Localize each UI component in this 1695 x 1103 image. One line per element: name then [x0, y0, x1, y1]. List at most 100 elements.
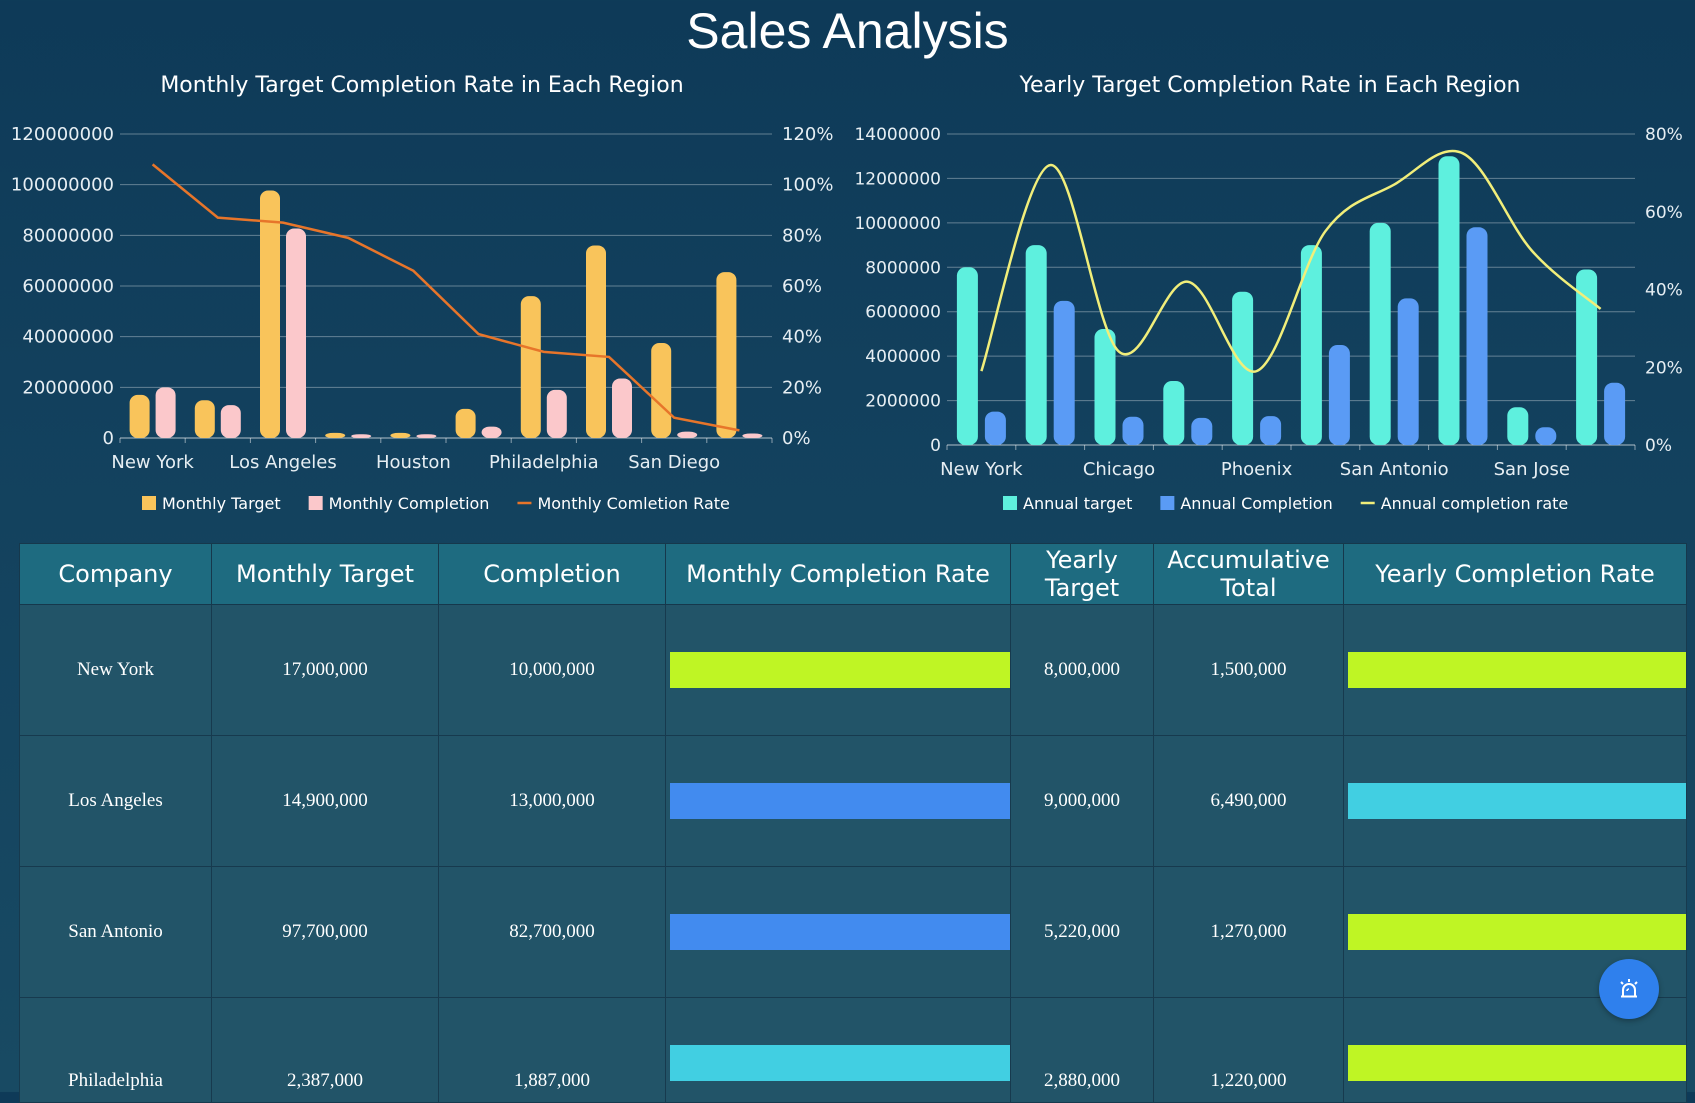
bar-monthly-completion	[481, 426, 502, 438]
y-right-tick-label: 60%	[1645, 203, 1683, 223]
chart-title: Yearly Target Completion Rate in Each Re…	[1019, 73, 1521, 98]
cell-accumulative-total: 1,270,000	[1153, 866, 1344, 998]
y-right-tick-label: 0%	[1645, 436, 1672, 456]
bar-monthly-target	[520, 296, 541, 438]
y-left-tick-label: 0	[930, 436, 941, 456]
x-tick-label: Los Angeles	[229, 452, 337, 473]
y-left-tick-label: 20000000	[22, 377, 114, 398]
yearly-chart: Yearly Target Completion Rate in Each Re…	[845, 70, 1695, 530]
y-left-tick-label: 4000000	[865, 347, 941, 367]
cell-company: New York	[19, 604, 212, 736]
bar-annual-target	[1576, 269, 1598, 445]
cell-accumulative-total: 1,220,000	[1153, 997, 1344, 1103]
cell-yearly-target: 8,000,000	[1010, 604, 1154, 736]
y-right-tick-label: 80%	[782, 225, 822, 246]
header-monthly-completion-rate[interactable]: Monthly Completion Rate	[665, 543, 1011, 605]
y-left-tick-label: 100000000	[11, 175, 114, 196]
x-tick-label: New York	[111, 452, 194, 473]
table-row: Los Angeles 14,900,000 13,000,000 9,000,000…	[19, 735, 1687, 867]
y-right-tick-label: 20%	[1645, 358, 1683, 378]
bar-monthly-target	[651, 343, 672, 438]
bar-monthly-target	[325, 432, 346, 438]
completion-rate-bar	[1348, 1045, 1686, 1081]
bar-monthly-completion	[155, 387, 176, 438]
legend-label: Annual completion rate	[1381, 494, 1569, 513]
y-left-tick-label: 60000000	[22, 276, 114, 297]
bar-annual-completion	[1466, 227, 1488, 445]
bar-monthly-completion	[351, 434, 372, 438]
cell-monthly-target: 14,900,000	[211, 735, 439, 867]
bar-monthly-completion	[416, 434, 437, 438]
bar-annual-completion	[1604, 382, 1626, 445]
chart-title: Monthly Target Completion Rate in Each R…	[160, 73, 683, 98]
bar-annual-target	[956, 267, 978, 445]
cell-yearly-rate	[1343, 997, 1687, 1103]
header-company[interactable]: Company	[19, 543, 212, 605]
y-left-tick-label: 80000000	[22, 225, 114, 246]
legend-label: Monthly Completion	[329, 494, 490, 513]
cell-yearly-target: 9,000,000	[1010, 735, 1154, 867]
table-row: Philadelphia 2,387,000 1,887,000 2,880,000 1…	[19, 997, 1687, 1103]
legend-label: Monthly Target	[162, 494, 281, 513]
bar-monthly-completion	[612, 378, 632, 438]
yearly-chart-svg: Yearly Target Completion Rate in Each Re…	[854, 73, 1683, 513]
y-left-tick-label: 40000000	[22, 327, 114, 348]
cell-company: San Antonio	[19, 866, 212, 998]
legend-label: Monthly Comletion Rate	[537, 494, 729, 513]
cell-accumulative-total: 6,490,000	[1153, 735, 1344, 867]
bar-monthly-target	[194, 400, 215, 438]
sales-table: Company Monthly Target Completion Monthl…	[19, 543, 1687, 1103]
cell-monthly-rate	[665, 997, 1011, 1103]
bar-monthly-completion	[220, 405, 241, 438]
y-right-tick-label: 60%	[782, 276, 822, 297]
legend-swatch	[1003, 496, 1017, 510]
bar-annual-target	[1163, 381, 1185, 445]
alarm-icon	[1620, 979, 1638, 998]
x-tick-label: Phoenix	[1221, 459, 1293, 480]
table-row: San Antonio 97,700,000 82,700,000 5,220,000…	[19, 866, 1687, 998]
header-accumulative-total[interactable]: Accumulative Total	[1153, 543, 1344, 605]
cell-yearly-target: 5,220,000	[1010, 866, 1154, 998]
bar-annual-completion	[1397, 298, 1419, 445]
page-title: Sales Analysis	[686, 3, 1009, 59]
completion-rate-bar	[670, 1045, 1010, 1081]
bar-monthly-completion	[677, 431, 698, 438]
bar-monthly-target	[390, 432, 411, 438]
cell-yearly-rate	[1343, 604, 1687, 736]
bar-monthly-target	[716, 272, 737, 438]
y-left-tick-label: 0	[103, 428, 114, 449]
alarm-button[interactable]	[1599, 959, 1659, 1019]
cell-monthly-target: 17,000,000	[211, 604, 439, 736]
bar-annual-completion	[1053, 300, 1075, 445]
cell-completion: 1,887,000	[438, 997, 666, 1103]
bar-annual-target	[1300, 245, 1322, 445]
cell-yearly-rate	[1343, 735, 1687, 867]
header-yearly-target[interactable]: Yearly Target	[1010, 543, 1154, 605]
cell-accumulative-total: 1,500,000	[1153, 604, 1344, 736]
y-right-tick-label: 40%	[1645, 281, 1683, 301]
bar-monthly-completion	[286, 228, 306, 438]
cell-monthly-rate	[665, 866, 1011, 998]
bar-monthly-target	[129, 394, 150, 438]
bar-annual-target	[1094, 329, 1116, 445]
line-annual-completion-rate	[980, 149, 1602, 373]
y-right-tick-label: 0%	[782, 428, 811, 449]
cell-monthly-target: 2,387,000	[211, 997, 439, 1103]
cell-monthly-target: 97,700,000	[211, 866, 439, 998]
completion-rate-bar	[670, 914, 1010, 950]
header-completion[interactable]: Completion	[438, 543, 666, 605]
header-monthly-target[interactable]: Monthly Target	[211, 543, 439, 605]
table-row: New York 17,000,000 10,000,000 8,000,000 1,5…	[19, 604, 1687, 736]
x-tick-label: San Antonio	[1340, 459, 1449, 480]
table-header-row: Company Monthly Target Completion Monthl…	[19, 543, 1687, 605]
completion-rate-bar	[1348, 652, 1686, 688]
bar-annual-target	[1507, 407, 1529, 445]
legend-swatch	[142, 496, 156, 510]
completion-rate-bar	[1348, 783, 1686, 819]
legend-swatch	[1160, 496, 1175, 510]
y-left-tick-label: 10000000	[854, 214, 941, 234]
x-tick-label: San Diego	[628, 452, 720, 473]
monthly-chart-svg: Monthly Target Completion Rate in Each R…	[11, 73, 834, 513]
completion-rate-bar	[670, 652, 1010, 688]
header-yearly-completion-rate[interactable]: Yearly Completion Rate	[1343, 543, 1687, 605]
